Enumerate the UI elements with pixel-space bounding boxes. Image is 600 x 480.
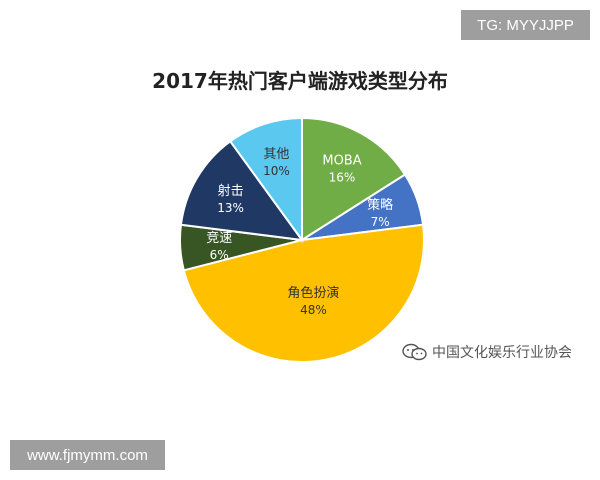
tg-badge: TG: MYYJJPP	[461, 10, 590, 40]
pie-value-4: 13%	[217, 201, 244, 215]
pie-value-2: 48%	[300, 303, 327, 317]
pie-slice-0	[301, 116, 407, 242]
watermark-text: 中国文化娱乐行业协会	[432, 345, 572, 361]
pie-label-1: 策略	[367, 197, 393, 213]
pie-slice-5	[228, 116, 303, 244]
chart-title: 2017年热门客户端游戏类型分布	[152, 69, 448, 93]
wechat-icon	[402, 343, 427, 361]
pie-value-0: 16%	[329, 170, 356, 184]
pie-value-3: 6%	[210, 248, 229, 262]
url-badge: www.fjmymm.com	[10, 440, 165, 470]
pie-slice-2	[182, 223, 425, 363]
pie-label-4: 射击	[218, 183, 244, 199]
pie-label-5: 其他	[263, 147, 289, 162]
pie-slice-4	[179, 139, 305, 242]
pie-label-2: 角色扮演	[287, 285, 339, 301]
watermark: 中国文化娱乐行业协会	[402, 342, 572, 362]
pie-value-1: 7%	[371, 215, 390, 229]
pie-value-5: 10%	[263, 164, 290, 178]
pie-label-3: 竞速	[206, 230, 232, 246]
pie-label-0: MOBA	[322, 153, 361, 168]
